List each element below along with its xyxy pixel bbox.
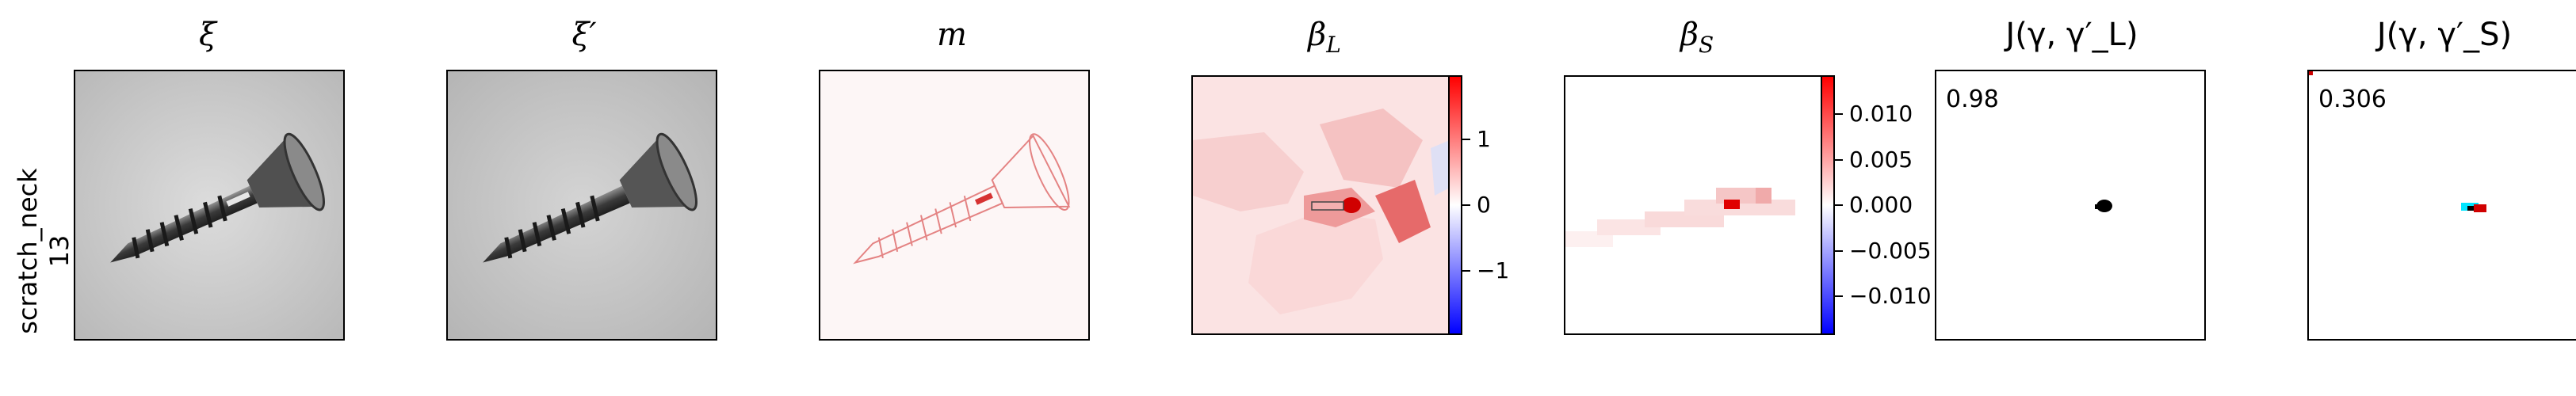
colorbar-L-tick-mark (1462, 270, 1470, 272)
colorbar-L-tick-mark (1462, 204, 1470, 206)
colorbar-S-tick-mark (1835, 113, 1843, 115)
row-label-index: 13 (44, 234, 75, 268)
colorbar-S-tick-mark (1835, 204, 1843, 206)
colorbar-S-tick-label: 0.000 (1849, 192, 1913, 218)
colorbar-S-tick-label: −0.005 (1849, 238, 1932, 264)
beta-L-heatmap (1193, 77, 1450, 333)
image-J-S: 0.306 (2307, 70, 2576, 341)
panel-title-J-L: J(γ, γ′_L) (2005, 17, 2138, 53)
panel-title-xi: ξ (198, 17, 217, 53)
row-label-category: scratch_neck (13, 168, 43, 334)
image-xi (74, 70, 345, 341)
jaccard-score-S: 0.306 (2318, 86, 2387, 113)
panel-title-beta-S: βS (1680, 17, 1714, 58)
image-xi-prime (446, 70, 717, 341)
colorbar-beta-L (1448, 75, 1462, 335)
J-L-overlay (2095, 200, 2112, 212)
colorbar-S-tick-label: 0.005 (1849, 147, 1913, 173)
colorbar-S-tick-mark (1835, 159, 1843, 161)
colorbar-S-tick-mark (1835, 250, 1843, 252)
jaccard-score-L: 0.98 (1946, 86, 1999, 113)
beta-S-heatmap (1565, 77, 1822, 333)
screw-image-xi (75, 71, 343, 339)
colorbar-S-tick-mark (1835, 295, 1843, 297)
panel-title-beta-L: βL (1308, 17, 1341, 58)
image-J-L: 0.98 (1935, 70, 2206, 341)
panel-title-m: m (937, 17, 967, 53)
colorbar-L-tick-mark (1462, 139, 1470, 140)
colorbar-L-tick-label: 0 (1477, 192, 1491, 218)
image-beta-L (1191, 75, 1451, 335)
panel-title-J-S: J(γ, γ′_S) (2376, 17, 2513, 53)
image-beta-S (1564, 75, 1824, 335)
mask-image (820, 71, 1088, 339)
colorbar-S-tick-label: −0.010 (1849, 283, 1932, 309)
J-S-overlay (2309, 71, 2486, 212)
screw-image-xi-prime (448, 71, 716, 339)
colorbar-L-tick-label: 1 (1477, 126, 1491, 152)
panel-title-xi-prime: ξ′ (571, 17, 597, 53)
colorbar-L-tick-label: −1 (1477, 257, 1510, 284)
colorbar-S-tick-label: 0.010 (1849, 101, 1913, 127)
image-mask-m (819, 70, 1090, 341)
colorbar-beta-S (1821, 75, 1835, 335)
